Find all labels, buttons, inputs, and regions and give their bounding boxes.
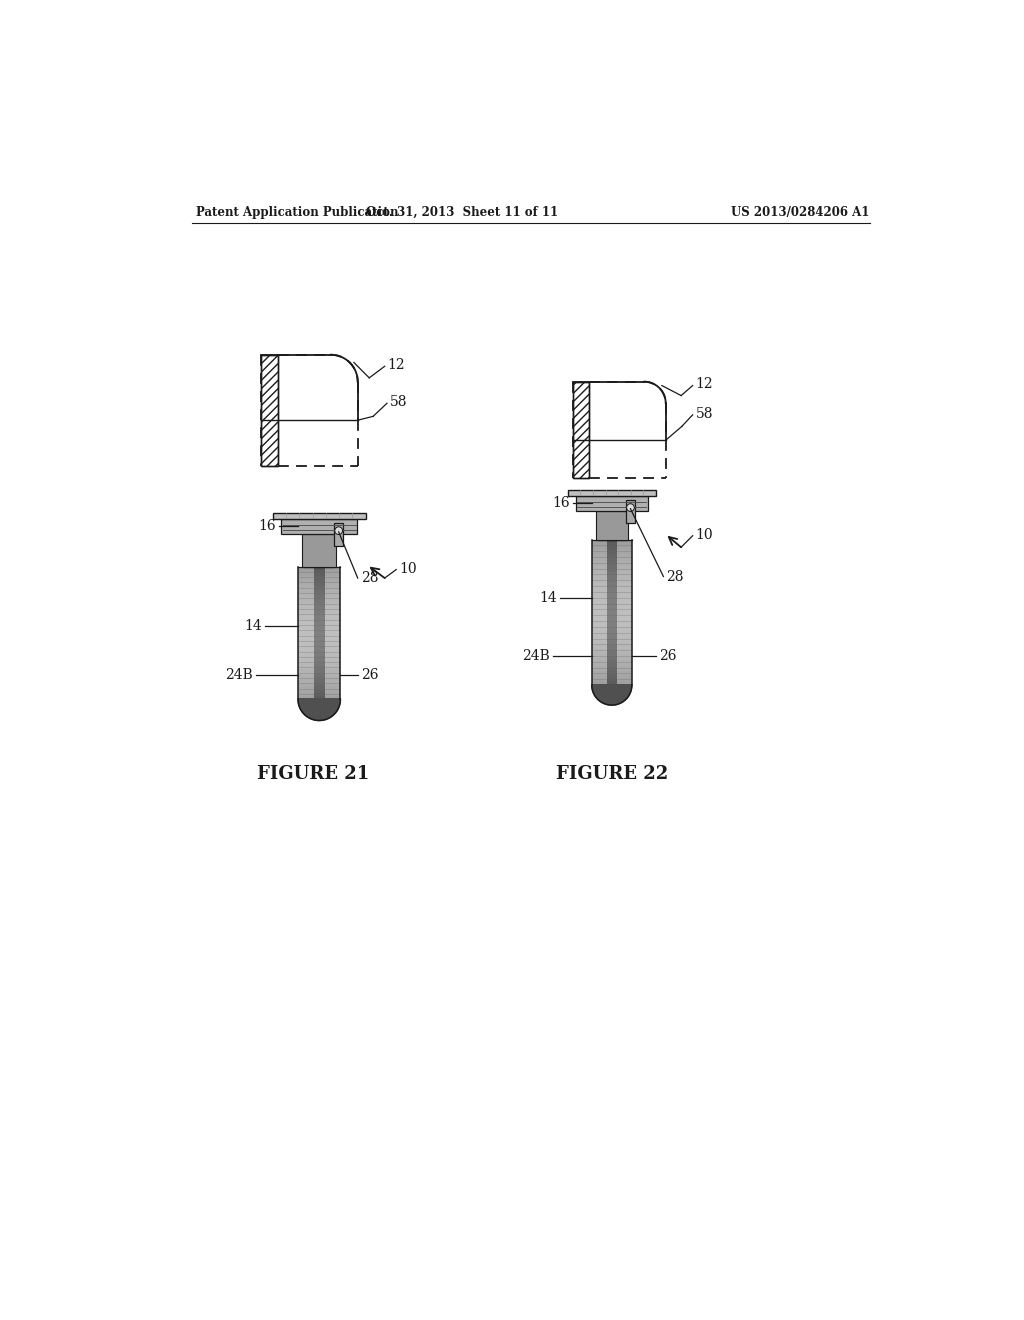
Bar bbox=[334, 523, 343, 545]
Text: 12: 12 bbox=[388, 358, 406, 372]
Polygon shape bbox=[298, 700, 340, 721]
Bar bbox=[282, 519, 357, 535]
Text: 24B: 24B bbox=[225, 668, 253, 682]
Text: 10: 10 bbox=[695, 528, 714, 543]
Text: FIGURE 21: FIGURE 21 bbox=[257, 766, 370, 783]
Circle shape bbox=[335, 527, 342, 535]
Text: 24B: 24B bbox=[521, 649, 550, 663]
Text: 58: 58 bbox=[695, 407, 714, 421]
Polygon shape bbox=[592, 685, 632, 705]
Bar bbox=[261, 355, 279, 466]
Bar bbox=[302, 535, 336, 566]
Text: 14: 14 bbox=[540, 591, 557, 605]
Bar bbox=[567, 490, 655, 495]
Text: 10: 10 bbox=[399, 562, 417, 576]
Bar bbox=[573, 381, 589, 478]
Bar bbox=[573, 381, 589, 478]
Text: 26: 26 bbox=[658, 649, 676, 663]
Text: 12: 12 bbox=[695, 378, 714, 391]
Bar bbox=[261, 355, 279, 466]
Bar bbox=[272, 512, 366, 519]
Bar bbox=[598, 496, 626, 540]
Text: 28: 28 bbox=[360, 572, 378, 585]
Text: Patent Application Publication: Patent Application Publication bbox=[196, 206, 398, 219]
Text: 16: 16 bbox=[553, 496, 570, 511]
Text: 16: 16 bbox=[258, 520, 276, 533]
Text: FIGURE 22: FIGURE 22 bbox=[556, 766, 668, 783]
Bar bbox=[304, 519, 334, 566]
Text: US 2013/0284206 A1: US 2013/0284206 A1 bbox=[731, 206, 869, 219]
Bar bbox=[596, 511, 628, 540]
Bar bbox=[575, 496, 648, 511]
Text: 26: 26 bbox=[360, 668, 378, 682]
Bar bbox=[626, 499, 635, 523]
Circle shape bbox=[627, 504, 634, 511]
Text: 28: 28 bbox=[667, 569, 684, 583]
Text: 58: 58 bbox=[390, 396, 408, 409]
Text: 14: 14 bbox=[245, 619, 262, 634]
Text: Oct. 31, 2013  Sheet 11 of 11: Oct. 31, 2013 Sheet 11 of 11 bbox=[366, 206, 558, 219]
